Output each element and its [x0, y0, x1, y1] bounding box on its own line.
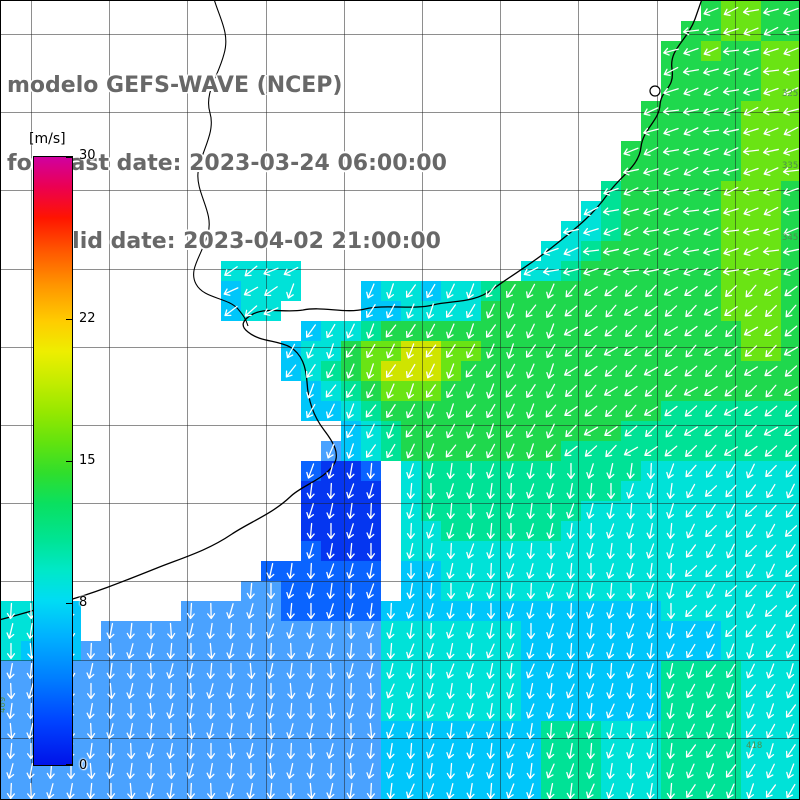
model-title: modelo GEFS-WAVE (NCEP): [7, 73, 343, 98]
valid-date: valid date: 2023-04-02 21:00:00: [43, 229, 441, 254]
edge-label: 335: [782, 161, 799, 171]
edge-label: 345: [782, 233, 799, 243]
edge-label: 418: [746, 741, 763, 751]
map-title: modelo GEFS-WAVE (NCEP) forecast date: 2…: [7, 21, 447, 307]
forecast-date: forecast date: 2023-03-24 06:00:00: [7, 151, 447, 176]
station-marker: [649, 85, 661, 97]
edge-label: 409: [0, 696, 8, 713]
edge-label: 325: [782, 89, 799, 99]
